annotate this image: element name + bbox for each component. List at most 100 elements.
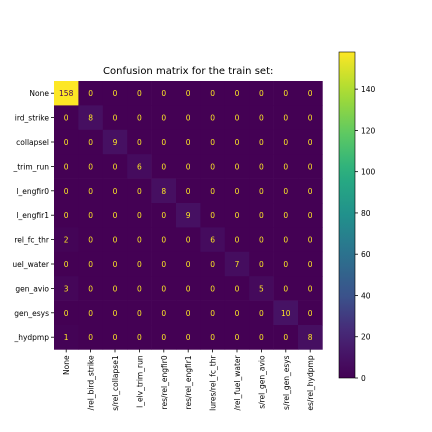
matrix-cell <box>224 251 250 277</box>
cell-value-label: 0 <box>161 260 166 269</box>
cell-value-label: 0 <box>210 309 215 318</box>
matrix-cell <box>249 300 274 326</box>
cell-value-label: 0 <box>259 162 264 171</box>
matrix-cell <box>224 227 250 253</box>
x-tick-label: es/rel_hydpmp <box>306 355 315 410</box>
matrix-cell <box>102 276 128 301</box>
cell-value-label: 0 <box>210 284 215 293</box>
matrix-cell <box>54 300 79 326</box>
matrix-cell <box>249 325 274 350</box>
x-tick-label: s/rel_collapse1 <box>111 355 120 411</box>
matrix-cell <box>54 129 79 155</box>
cell-value-label: 0 <box>186 236 191 245</box>
cell-value-label: 0 <box>186 162 191 171</box>
cell-value-label: 6 <box>137 162 142 171</box>
cell-value-label: 0 <box>186 89 191 98</box>
cell-value-label: 0 <box>161 284 166 293</box>
cell-value-label: 0 <box>308 284 313 293</box>
matrix-cell <box>102 129 128 155</box>
cell-value-label: 0 <box>88 138 93 147</box>
matrix-cell <box>298 325 323 350</box>
matrix-cell <box>200 105 226 131</box>
matrix-cell <box>298 276 323 301</box>
cell-value-label: 0 <box>137 260 142 269</box>
cell-value-label: 7 <box>235 260 240 269</box>
x-tick-label: res/rel_engfir1 <box>184 355 193 409</box>
matrix-cell <box>176 251 201 277</box>
cell-value-label: 0 <box>88 211 93 220</box>
cell-value-label: 0 <box>186 187 191 196</box>
y-axis-ticks: None ird_strike collapsel _trim_run l_engfir… <box>12 89 54 342</box>
y-tick-label: _trim_run <box>12 162 49 171</box>
cell-value-label: 0 <box>64 260 69 269</box>
chart-title: Confusion matrix for the train set: <box>103 66 273 77</box>
cell-value-label: 0 <box>235 211 240 220</box>
matrix-cell <box>78 300 104 326</box>
cell-value-label: 0 <box>259 260 264 269</box>
cell-value-label: 0 <box>64 114 69 123</box>
matrix-cell-labels: 158 0 0 0 0 0 0 0 0 0 00 8 0 0 0 0 0 0 0 0 00 0 9 0 0 0 0 0 0 0 00 0 0 6 0… <box>59 89 313 342</box>
cell-value-label: 0 <box>308 211 313 220</box>
cell-value-label: 0 <box>161 114 166 123</box>
cell-value-label: 9 <box>113 138 118 147</box>
cell-value-label: 10 <box>281 309 291 318</box>
y-tick-label: _hydpmp <box>13 333 49 342</box>
matrix-cell <box>273 129 299 155</box>
y-tick-label: uel_water <box>12 260 49 269</box>
matrix-cell <box>273 251 299 277</box>
cell-value-label: 3 <box>64 284 69 293</box>
cell-value-label: 0 <box>113 333 118 342</box>
matrix-cell <box>298 81 323 106</box>
matrix-cell <box>127 81 152 106</box>
cell-value-label: 8 <box>88 114 93 123</box>
cell-value-label: 0 <box>259 138 264 147</box>
matrix-cell <box>54 251 79 277</box>
colorbar-tick-label: 140 <box>361 85 376 94</box>
matrix-cell <box>200 178 226 204</box>
matrix-cell <box>200 81 226 106</box>
matrix-cell <box>224 325 250 350</box>
matrix-cell <box>54 227 79 253</box>
matrix-cell <box>200 203 226 228</box>
matrix-cell <box>298 154 323 179</box>
matrix-cell <box>273 227 299 253</box>
matrix-cell <box>127 227 152 253</box>
matrix-cell <box>151 203 177 228</box>
y-tick-label: gen_avio <box>15 284 49 293</box>
cell-value-label: 0 <box>283 187 288 196</box>
matrix-cell <box>176 129 201 155</box>
cell-value-label: 0 <box>161 89 166 98</box>
matrix-cell <box>176 325 201 350</box>
matrix-cell <box>78 227 104 253</box>
cell-value-label: 0 <box>88 309 93 318</box>
x-tick-label: res/rel_engfir0 <box>160 355 169 409</box>
cell-value-label: 0 <box>210 114 215 123</box>
cell-value-label: 0 <box>113 260 118 269</box>
matrix-cell <box>102 105 128 131</box>
matrix-cell <box>224 178 250 204</box>
cell-value-label: 0 <box>113 284 118 293</box>
cell-value-label: 9 <box>186 211 191 220</box>
cell-value-label: 6 <box>210 236 215 245</box>
cell-value-label: 0 <box>259 114 264 123</box>
cell-value-label: 0 <box>64 211 69 220</box>
cell-value-label: 0 <box>308 236 313 245</box>
cell-value-label: 5 <box>259 284 264 293</box>
matrix-cell <box>54 203 79 228</box>
cell-value-label: 0 <box>161 138 166 147</box>
cell-value-label: 0 <box>137 138 142 147</box>
matrix-cell <box>78 105 104 131</box>
matrix-cell <box>176 154 201 179</box>
x-tick-label: s/rel_gen_esys <box>282 355 291 410</box>
colorbar-tick-label: 20 <box>361 333 371 342</box>
matrix-cell <box>176 81 201 106</box>
x-axis-ticks: None/rel_bird_strike s/rel_collapse1 l_elv… <box>62 349 315 411</box>
matrix-cell <box>151 105 177 131</box>
matrix-cell <box>249 178 274 204</box>
matrix-cell <box>78 129 104 155</box>
cell-value-label: 0 <box>283 89 288 98</box>
matrix-cell <box>151 300 177 326</box>
matrix-cell <box>54 105 79 131</box>
matrix-cell <box>224 105 250 131</box>
